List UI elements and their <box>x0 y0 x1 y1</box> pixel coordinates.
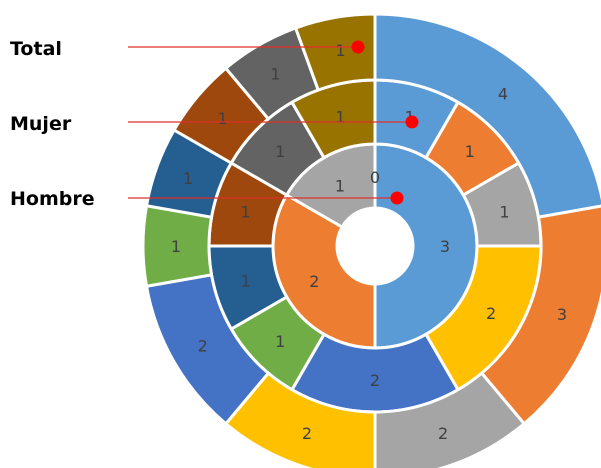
total-slice-label-5: 1 <box>171 237 181 256</box>
total-slice-0 <box>373 12 601 219</box>
center-value-label: 0 <box>370 168 380 187</box>
legend-total: Total <box>10 38 365 60</box>
total-slice-label-8: 1 <box>270 65 280 84</box>
hombre-slice-label-0: 3 <box>440 237 450 256</box>
legend-hombre: Hombre <box>10 188 404 210</box>
total-slice-label-7: 1 <box>217 109 227 128</box>
total-slice-label-3: 2 <box>302 424 312 443</box>
hombre-slice-label-2: 1 <box>335 176 345 195</box>
total-slice-label-6: 1 <box>183 169 193 188</box>
mujer-slice-label-6: 1 <box>240 272 250 291</box>
total-slice-2 <box>373 371 527 468</box>
legend-mujer-marker <box>405 115 419 129</box>
legend-mujer-label: Mujer <box>10 113 72 135</box>
hombre-slice-label-1: 2 <box>309 272 319 291</box>
mujer-slice-label-8: 1 <box>275 142 285 161</box>
legend-total-label: Total <box>10 38 62 60</box>
mujer-slice-label-3: 2 <box>486 304 496 323</box>
legend-hombre-label: Hombre <box>10 188 95 210</box>
mujer-slice-label-7: 1 <box>240 202 250 221</box>
legend-hombre-marker <box>390 191 404 205</box>
chart-rings: 32111122111114322211111 <box>141 12 601 468</box>
total-slice-label-9: 1 <box>335 41 345 60</box>
series-labels: Total Mujer Hombre <box>10 38 419 210</box>
mujer-slice-label-4: 2 <box>370 371 380 390</box>
total-slice-label-4: 2 <box>198 337 208 356</box>
legend-mujer: Mujer <box>10 113 419 135</box>
total-slice-label-2: 2 <box>438 424 448 443</box>
legend-total-marker <box>351 40 365 54</box>
total-slice-9 <box>293 12 377 92</box>
total-slice-label-0: 4 <box>498 85 508 104</box>
total-slice-label-1: 3 <box>557 305 567 324</box>
mujer-slice-label-2: 1 <box>499 202 509 221</box>
mujer-slice-label-1: 1 <box>465 142 475 161</box>
mujer-slice-label-5: 1 <box>275 332 285 351</box>
mujer-slice-label-9: 1 <box>335 108 345 127</box>
